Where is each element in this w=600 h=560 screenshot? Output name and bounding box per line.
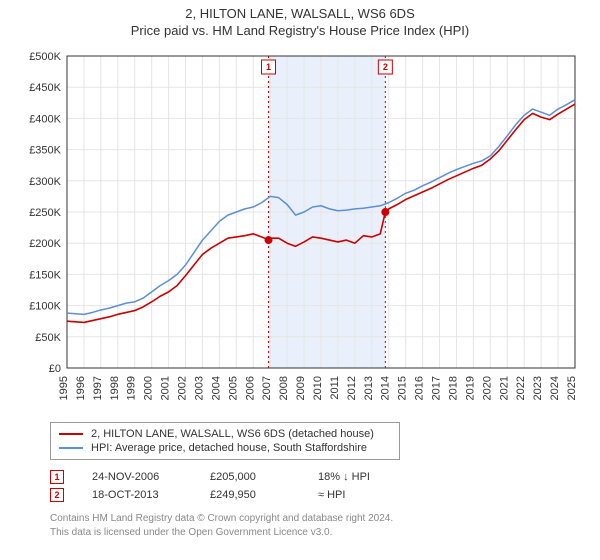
- legend-swatch: [59, 433, 83, 435]
- svg-text:1995: 1995: [58, 376, 70, 400]
- chart-area: £0 £50K £100K £150K £200K £250K £300K £350K £400…: [15, 46, 585, 416]
- svg-text:£350K: £350K: [29, 145, 61, 157]
- chart-title-block: 2, HILTON LANE, WALSALL, WS6 6DS Price p…: [0, 0, 600, 38]
- svg-text:£0: £0: [49, 363, 61, 375]
- svg-text:2021: 2021: [498, 376, 510, 400]
- svg-text:2018: 2018: [447, 376, 459, 400]
- legend-label: 2, HILTON LANE, WALSALL, WS6 6DS (detach…: [91, 428, 374, 440]
- svg-text:2014: 2014: [380, 376, 392, 400]
- sale-date: 18-OCT-2013: [92, 489, 182, 501]
- svg-text:2019: 2019: [464, 376, 476, 400]
- svg-text:2004: 2004: [210, 376, 222, 400]
- svg-text:£500K: £500K: [29, 51, 61, 63]
- footnote: Contains HM Land Registry data © Crown c…: [50, 512, 600, 539]
- svg-text:£300K: £300K: [29, 176, 61, 188]
- svg-text:2015: 2015: [397, 376, 409, 400]
- svg-text:£250K: £250K: [29, 207, 61, 219]
- svg-text:2024: 2024: [549, 376, 561, 400]
- sales-table: 1 24-NOV-2006 £205,000 18% ↓ HPI 2 18-OC…: [50, 468, 600, 504]
- svg-text:£150K: £150K: [29, 269, 61, 281]
- sale-marker-icon: 2: [50, 488, 64, 502]
- sale-delta: 18% ↓ HPI: [318, 471, 398, 483]
- svg-text:1996: 1996: [75, 376, 87, 400]
- svg-text:1999: 1999: [126, 376, 138, 400]
- line-chart: £0 £50K £100K £150K £200K £250K £300K £350K £400…: [15, 46, 585, 416]
- svg-text:£450K: £450K: [29, 82, 61, 94]
- footnote-line: This data is licensed under the Open Gov…: [50, 526, 600, 540]
- legend-row: 2, HILTON LANE, WALSALL, WS6 6DS (detach…: [59, 427, 391, 441]
- svg-text:2003: 2003: [193, 376, 205, 400]
- legend-swatch: [59, 447, 83, 449]
- svg-text:2011: 2011: [329, 376, 341, 400]
- sale-row: 2 18-OCT-2013 £249,950 ≈ HPI: [50, 486, 600, 504]
- svg-text:2017: 2017: [431, 376, 443, 400]
- footnote-line: Contains HM Land Registry data © Crown c…: [50, 512, 600, 526]
- svg-text:2020: 2020: [481, 376, 493, 400]
- svg-text:1997: 1997: [92, 376, 104, 400]
- svg-text:2013: 2013: [363, 376, 375, 400]
- svg-text:£100K: £100K: [29, 301, 61, 313]
- sale-row: 1 24-NOV-2006 £205,000 18% ↓ HPI: [50, 468, 600, 486]
- svg-text:2002: 2002: [177, 376, 189, 400]
- svg-text:2022: 2022: [515, 376, 527, 400]
- svg-text:2: 2: [383, 62, 388, 72]
- svg-text:2000: 2000: [143, 376, 155, 400]
- svg-text:2023: 2023: [532, 376, 544, 400]
- svg-text:2008: 2008: [278, 376, 290, 400]
- legend: 2, HILTON LANE, WALSALL, WS6 6DS (detach…: [50, 422, 400, 460]
- svg-text:2001: 2001: [160, 376, 172, 400]
- svg-text:1998: 1998: [109, 376, 121, 400]
- sale-price: £205,000: [210, 471, 290, 483]
- sale-delta: ≈ HPI: [318, 489, 398, 501]
- sale-date: 24-NOV-2006: [92, 471, 182, 483]
- svg-text:2007: 2007: [261, 376, 273, 400]
- svg-text:2005: 2005: [227, 376, 239, 400]
- chart-title: 2, HILTON LANE, WALSALL, WS6 6DS: [0, 6, 600, 21]
- legend-row: HPI: Average price, detached house, Sout…: [59, 441, 391, 455]
- sale-price: £249,950: [210, 489, 290, 501]
- svg-text:£200K: £200K: [29, 238, 61, 250]
- svg-text:2016: 2016: [414, 376, 426, 400]
- legend-label: HPI: Average price, detached house, Sout…: [91, 442, 367, 454]
- svg-text:£50K: £50K: [35, 332, 61, 344]
- svg-text:1: 1: [266, 62, 271, 72]
- sale-marker-icon: 1: [50, 470, 64, 484]
- chart-subtitle: Price paid vs. HM Land Registry's House …: [0, 23, 600, 38]
- svg-text:2012: 2012: [346, 376, 358, 400]
- svg-text:2009: 2009: [295, 376, 307, 400]
- svg-text:2025: 2025: [566, 376, 578, 400]
- svg-text:2006: 2006: [244, 376, 256, 400]
- svg-text:2010: 2010: [312, 376, 324, 400]
- svg-text:£400K: £400K: [29, 113, 61, 125]
